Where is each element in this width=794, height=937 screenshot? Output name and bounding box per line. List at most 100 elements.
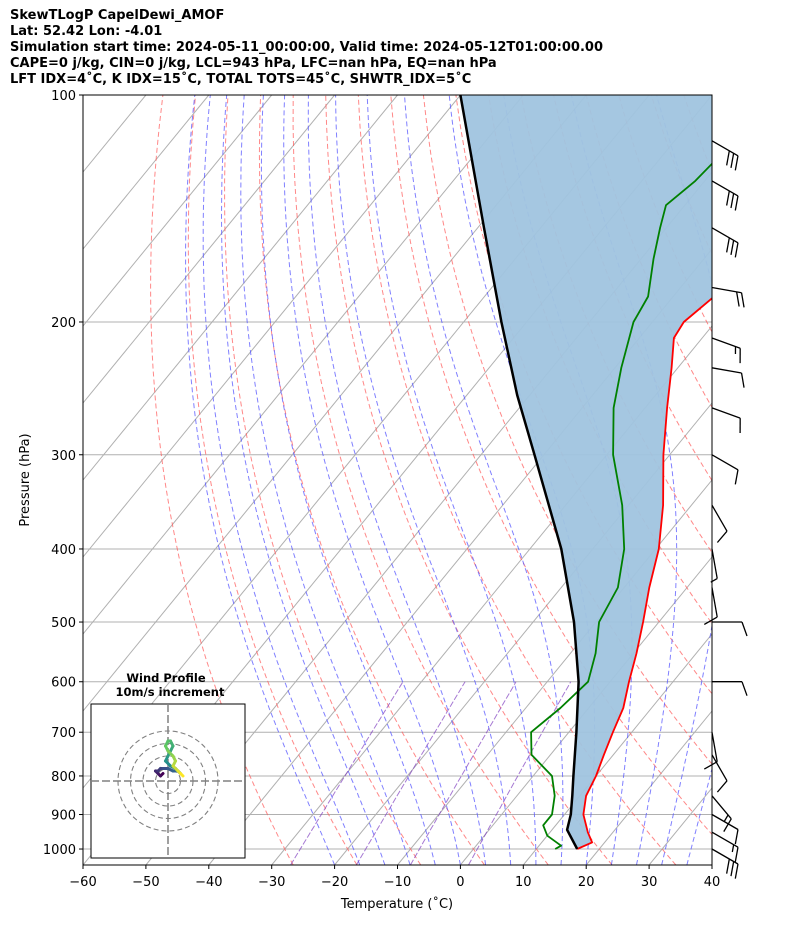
wind-barb-flag [726,237,730,253]
y-tick-label: 900 [51,809,76,824]
wind-barb [711,407,741,434]
wind-barb-flag [734,847,739,862]
wind-barb [711,337,741,364]
parcel-profile-line [459,95,580,850]
wind-barb [703,732,718,770]
x-tick-label: −50 [132,875,159,890]
dry-adiabat [150,95,294,865]
x-axis-label: Temperature (˚C) [340,896,453,912]
wind-barb [711,367,745,388]
x-tick-label: 20 [578,875,595,890]
location-line: Lat: 52.42 Lon: -4.01 [10,24,163,39]
wind-barb [711,813,739,845]
x-tick-label: −30 [258,875,285,890]
dry-adiabat [258,95,485,865]
x-tick-label: 10 [515,875,532,890]
wind-barb-staff [711,548,718,579]
isotherm-gridline [522,633,712,865]
wind-barb-flag [734,829,739,845]
wind-barb [711,795,732,832]
isotherm-gridline [711,864,712,865]
wind-barb-flag [740,372,745,388]
dry-adiabat [224,95,422,865]
mixing-ratio-line [290,681,404,865]
wind-barb-flag [734,242,739,258]
wind-barb [711,286,745,308]
wind-barb [711,227,739,258]
isotherm-gridline [83,95,84,96]
y-tick-label: 1000 [43,843,76,858]
y-tick-label: 600 [51,676,76,691]
wind-barb-staff [711,407,741,419]
wind-barb [711,140,739,171]
wind-barb-staff [711,813,739,831]
wind-barb-flag [741,621,748,637]
dry-adiabat [749,95,794,865]
isotherm-gridline [83,95,210,250]
wind-barb-flag [703,761,718,770]
wind-barb-flag [726,858,730,874]
wind-barb-staff [711,587,718,618]
moist-adiabat [220,95,386,865]
y-tick-label: 100 [51,89,76,104]
wind-barb-half-flag [710,577,718,583]
wind-barb-flag [734,155,739,171]
isotherm-gridline [83,95,273,327]
isotherm-gridline [83,95,587,712]
wind-barb-flag [716,530,728,543]
moist-adiabat [185,95,336,865]
dry-adiabat [187,95,358,865]
hodograph-segment [179,772,185,778]
chart-title: SkewTLogP CapelDewi_AMOF [10,8,225,23]
wind-barb-flag [741,681,748,696]
wind-barb [711,754,728,793]
moist-adiabat [307,95,487,865]
wind-barb-flag [730,861,735,877]
wind-barb [711,180,739,211]
y-tick-label: 300 [51,449,76,464]
wind-barb-flag [740,292,745,308]
moist-adiabat [711,863,712,865]
moist-adiabat [260,95,436,865]
wind-barb-flag [726,190,730,206]
isotherm-gridline [83,95,335,404]
mixing-ratio-line [355,681,466,865]
x-tick-label: −10 [384,875,411,890]
wind-barb [711,454,739,485]
wind-barb-staff [711,454,739,471]
x-tick-label: −40 [195,875,222,890]
cape-line: CAPE=0 j/kg, CIN=0 j/kg, LCL=943 hPa, LF… [10,56,497,71]
wind-barb [711,848,739,879]
mixing-ratio-line [409,681,517,865]
wind-barb [711,831,739,862]
isotherm-gridline [208,248,712,865]
wind-barb-staff [711,754,728,782]
y-tick-label: 500 [51,616,76,631]
wind-barb-flag [734,863,739,879]
dry-adiabat [782,95,794,865]
x-tick-label: 0 [456,875,464,890]
dry-adiabat [585,95,712,409]
wind-barb-flag [716,780,728,793]
mixing-ratio-line [468,681,572,865]
x-tick-label: −20 [321,875,348,890]
wind-barb-flag [726,150,730,166]
wind-barb-half-flag [731,844,735,853]
y-tick-label: 800 [51,770,76,785]
wind-barb-half-flag [734,346,737,354]
y-tick-label: 700 [51,726,76,741]
wind-barb-flag [730,153,735,169]
y-tick-label: 200 [51,316,76,331]
isotherm-gridline [460,556,712,865]
wind-barb-flag [735,291,740,307]
moist-adiabat [335,95,512,865]
temperature-profile-line [576,297,712,850]
x-tick-label: 30 [641,875,658,890]
wind-barb [710,548,718,583]
wind-barb-staff [711,732,718,762]
dry-adiabat [455,95,712,695]
wind-barb [711,504,728,543]
wind-barb-flag [730,193,735,209]
wind-barb-flag [734,195,739,211]
